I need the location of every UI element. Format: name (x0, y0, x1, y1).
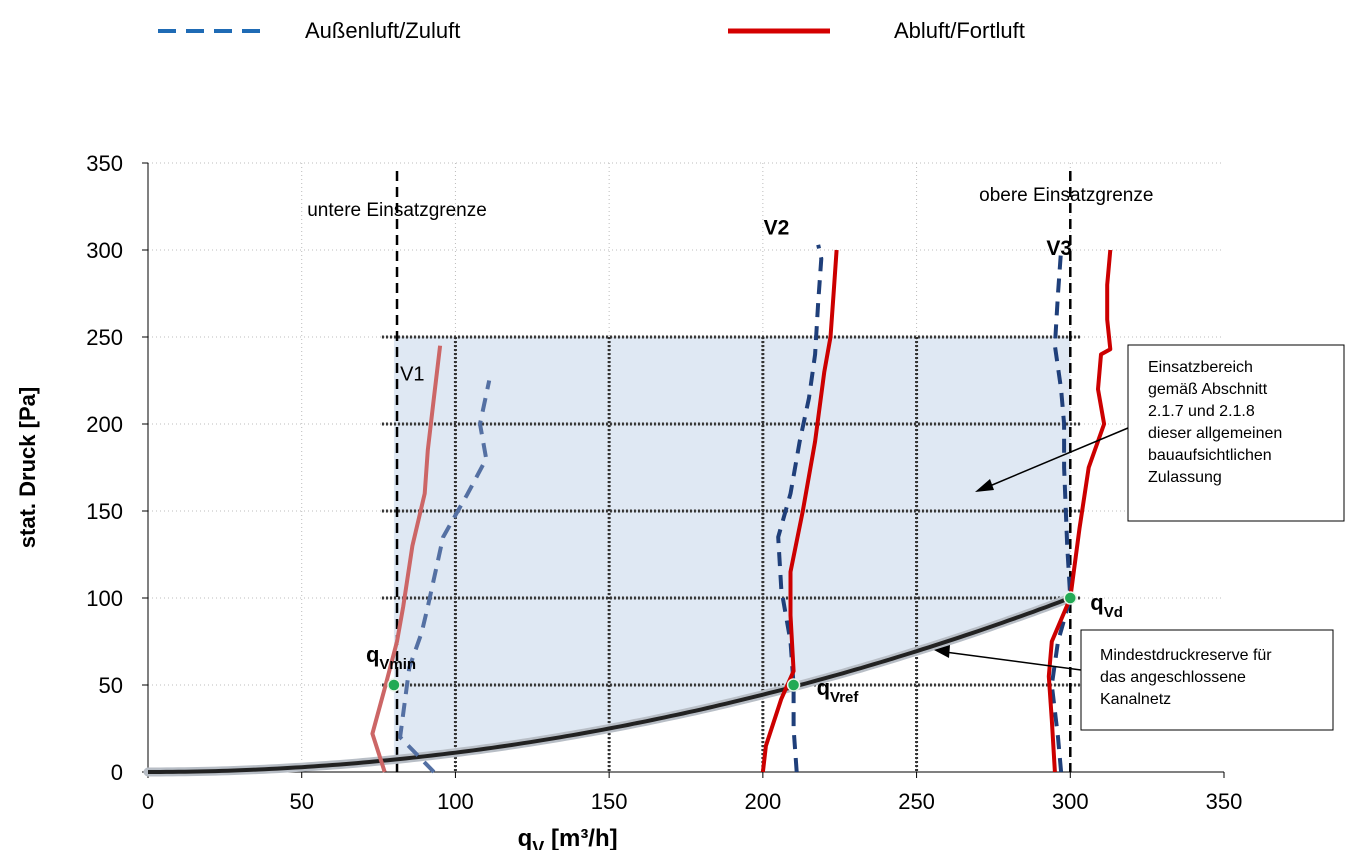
legend: Außenluft/Zuluft Abluft/Fortluft (158, 18, 1025, 43)
curve-label-v1: V1 (400, 364, 424, 386)
y-tick-label: 250 (86, 325, 123, 350)
operating-area-callout-line: Einsatzbereich (1148, 359, 1253, 376)
x-tick-label: 200 (744, 789, 781, 814)
y-tick-label: 100 (86, 586, 123, 611)
y-axis-title: stat. Druck [Pa] (15, 387, 40, 548)
reserve-callout-line: Mindestdruckreserve für (1100, 647, 1272, 664)
operating-area (393, 337, 1071, 760)
curve-label-v3: V3 (1046, 237, 1072, 260)
reserve-arrow (944, 651, 1082, 671)
reserve-callout-line: Kanalnetz (1100, 691, 1171, 708)
x-tick-label: 150 (591, 789, 628, 814)
x-tick-label: 50 (289, 789, 313, 814)
point-vd (1063, 591, 1078, 605)
y-tick-label: 50 (99, 673, 123, 698)
exhaust-line-v3 (1046, 249, 1113, 773)
plot-area: 0 50 100 150 200 250 300 350 0 50 100 150 200 250 300 3… (15, 151, 1242, 850)
annotations: untere Einsatzgrenze obere Einsatzgrenze V… (307, 185, 1345, 731)
lower-limit-label: untere Einsatzgrenze (307, 200, 487, 221)
operating-area-arrowhead (975, 479, 994, 492)
supply-line-v2 (776, 244, 824, 773)
y-tick-label: 0 (111, 760, 123, 785)
point-vmin (387, 678, 401, 692)
exhaust-line-v1 (370, 345, 443, 773)
curve-label-v2: V2 (764, 216, 790, 239)
upper-limit-label: obere Einsatzgrenze (979, 185, 1153, 206)
x-axis-title: qV [m³/h] (518, 825, 618, 850)
y-tick-label: 150 (86, 499, 123, 524)
point-vref (786, 678, 801, 692)
point-label-vref: qVref (817, 675, 860, 706)
supply-line-v3 (1049, 249, 1073, 773)
operating-area-callout-line: dieser allgemeinen (1148, 425, 1282, 442)
operating-area-arrow (984, 427, 1129, 489)
operating-area-callout-line: bauaufsichtlichen (1148, 447, 1272, 464)
operating-area-callout-line: Zulassung (1148, 469, 1222, 486)
operating-area-callout-line: 2.1.7 und 2.1.8 (1148, 403, 1255, 420)
x-tick-label: 0 (142, 789, 154, 814)
supply-line-v1 (398, 380, 492, 774)
x-tick-label: 300 (1052, 789, 1089, 814)
x-tick-label: 100 (437, 789, 474, 814)
y-tick-label: 200 (86, 412, 123, 437)
operating-area-callout-box (1127, 344, 1345, 522)
reserve-arrowhead (934, 645, 950, 658)
legend-label-exhaust: Abluft/Fortluft (894, 18, 1025, 43)
operating-area-callout-line: gemäß Abschnitt (1148, 381, 1268, 398)
exhaust-line-v2 (760, 249, 839, 773)
point-label-vmin: qVmin (366, 642, 416, 673)
legend-label-supply: Außenluft/Zuluft (305, 18, 460, 43)
reserve-callout-line: das angeschlossene (1100, 669, 1246, 686)
y-tick-label: 300 (86, 238, 123, 263)
point-label-vd: qVd (1090, 590, 1123, 621)
x-tick-label: 350 (1206, 789, 1243, 814)
x-tick-label: 250 (898, 789, 935, 814)
system-curve (148, 596, 1071, 774)
y-tick-label: 350 (86, 151, 123, 176)
reserve-callout-box (1080, 629, 1334, 731)
